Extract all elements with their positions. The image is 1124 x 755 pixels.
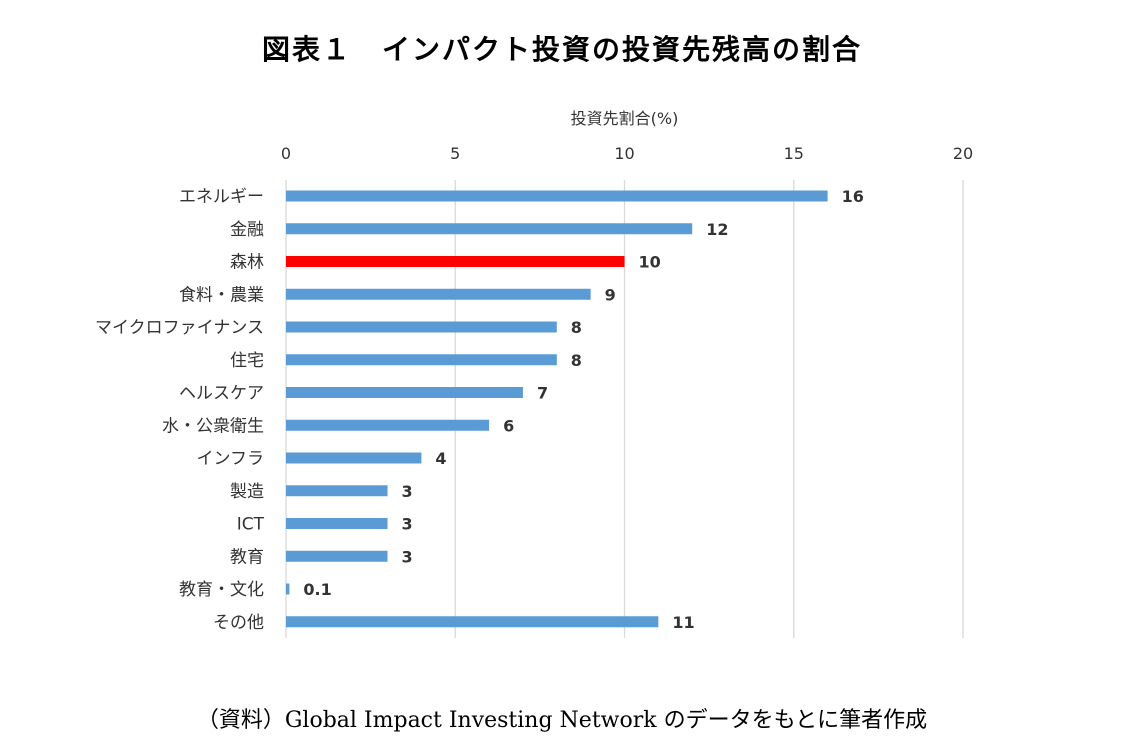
source-note: （資料）Global Impact Investing Network のデータ… [196, 708, 928, 733]
x-tick-label: 20 [953, 144, 973, 163]
x-tick-label: 5 [450, 144, 460, 163]
value-label: 4 [435, 449, 446, 468]
value-label: 12 [706, 220, 728, 239]
gridlines [285, 180, 964, 638]
value-label: 3 [402, 547, 413, 566]
bar [286, 354, 557, 366]
bar [286, 419, 490, 431]
value-label: 16 [842, 187, 864, 206]
category-label: 教育 [230, 547, 264, 567]
category-labels: エネルギー金融森林食料・農業マイクロファイナンス住宅ヘルスケア水・公衆衛生インフ… [95, 187, 265, 633]
bar [286, 550, 388, 562]
value-label: 7 [537, 384, 548, 403]
x-tick-label: 15 [784, 144, 804, 163]
bar [286, 452, 422, 464]
bar [286, 387, 523, 398]
category-label: マイクロファイナンス [95, 318, 264, 338]
value-label: 0.1 [303, 580, 331, 599]
category-label: 食料・農業 [179, 285, 264, 305]
bar [286, 288, 591, 300]
bar [286, 616, 659, 628]
value-label: 8 [571, 318, 582, 337]
category-label: ヘルスケア [179, 384, 264, 404]
bar [286, 223, 693, 235]
value-label: 6 [503, 416, 514, 435]
x-tick-label: 0 [281, 144, 291, 163]
category-label: その他 [213, 613, 264, 633]
category-label: ICT [237, 515, 265, 535]
category-label: 森林 [230, 253, 264, 273]
bar [286, 583, 290, 595]
value-label: 9 [605, 285, 616, 304]
bar [286, 518, 388, 529]
category-label: 製造 [230, 482, 264, 502]
category-label: 水・公衆衛生 [162, 416, 264, 436]
bar [286, 321, 557, 333]
category-label: 教育・文化 [179, 580, 264, 600]
bar [286, 485, 388, 497]
value-label: 3 [402, 515, 413, 534]
x-tick-label: 10 [614, 144, 634, 163]
category-label: 住宅 [230, 351, 264, 371]
bar [286, 190, 828, 202]
bar-chart: 投資先割合(%) 0 5 10 15 20 エネルギー金融森林食料・農業マイクロファイナ… [95, 109, 973, 638]
value-label: 10 [639, 253, 661, 272]
category-label: インフラ [197, 449, 265, 469]
value-label: 3 [402, 482, 413, 501]
value-labels: 16 12 10 9 8 8 7 6 4 3 3 3 0.1 11 [303, 187, 863, 632]
x-axis-ticks: 0 5 10 15 20 [281, 144, 973, 163]
category-label: エネルギー [179, 187, 264, 207]
category-label: 金融 [230, 220, 264, 240]
x-axis-title: 投資先割合(%) [571, 109, 679, 128]
bars [286, 190, 828, 628]
value-label: 8 [571, 351, 582, 370]
value-label: 11 [672, 613, 694, 632]
bar-highlight [286, 256, 625, 267]
chart-title: 図表１ インパクト投資の投資先残高の割合 [261, 33, 862, 66]
